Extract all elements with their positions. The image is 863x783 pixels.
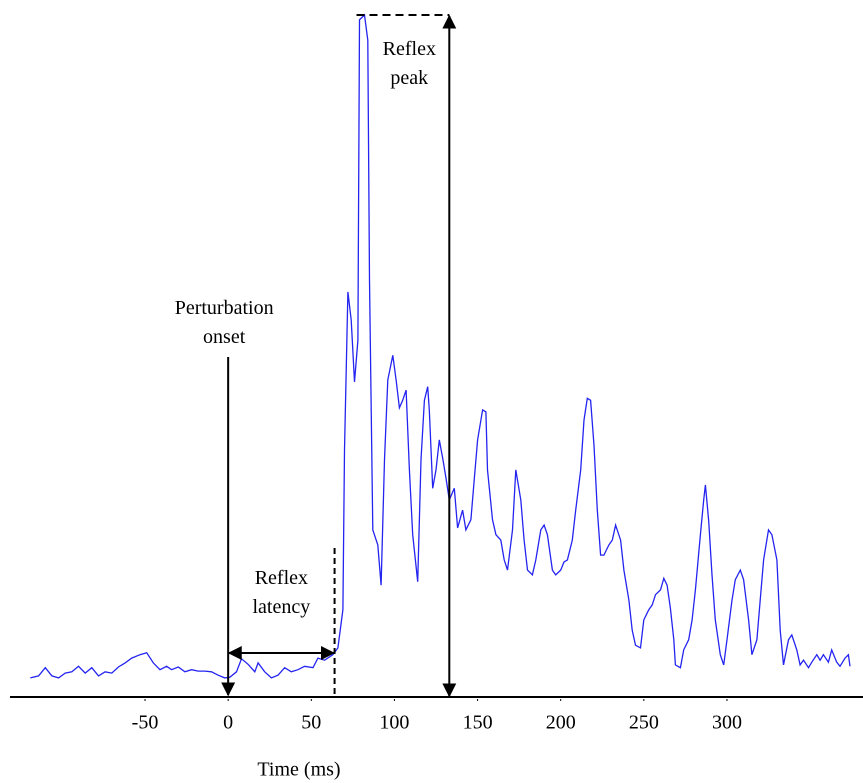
- x-tick-label: 150: [463, 712, 493, 734]
- x-tick-label: -50: [132, 712, 159, 734]
- x-tick-label: 250: [629, 712, 659, 734]
- annotation: Reflex latency: [252, 567, 311, 618]
- x-tick-label: 100: [379, 712, 409, 734]
- x-tick-label: 50: [301, 712, 321, 734]
- signal-line: [30, 13, 851, 679]
- x-tick-label: 200: [546, 712, 576, 734]
- x-axis-label: Time (ms): [257, 759, 340, 781]
- x-tick-label: 300: [712, 712, 742, 734]
- x-tick-label: 0: [223, 712, 233, 734]
- annotation: Perturbation onset: [174, 297, 274, 348]
- annotation: Reflex peak: [382, 38, 436, 89]
